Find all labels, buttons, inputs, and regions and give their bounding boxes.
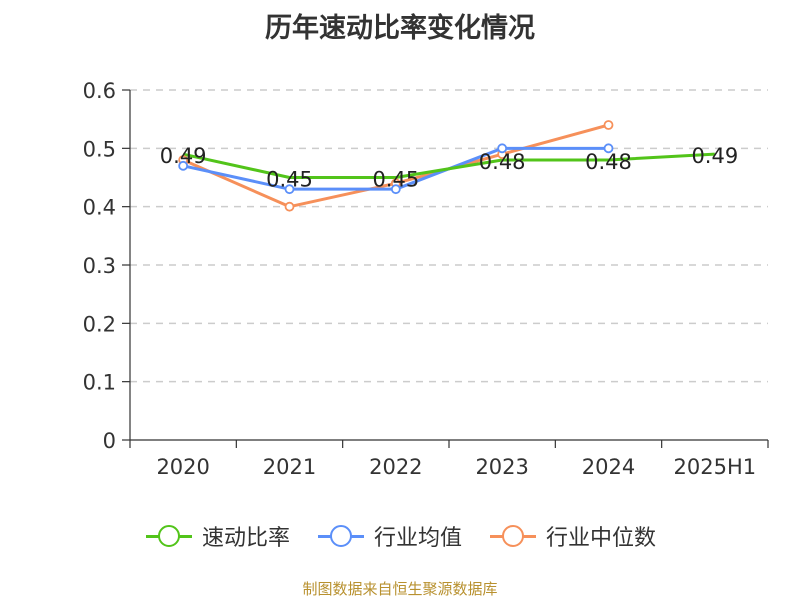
legend-label: 行业均值 [373,526,462,551]
data-point [497,143,508,154]
x-tick-label: 2025H1 [674,455,757,479]
series-line-1 [182,152,715,179]
series-line-3 [182,123,609,209]
legend: 速动比率 行业均值 行业中位数 [0,520,800,552]
data-label: 0.45 [372,168,419,192]
x-tick-label: 2023 [475,455,528,479]
legend-item[interactable]: 速动比率 [144,520,290,552]
legend-marker-icon [144,523,194,549]
x-tick-label: 2022 [369,455,422,479]
data-point [390,184,401,195]
data-point [284,201,295,212]
x-tick-label: 2020 [156,455,209,479]
legend-item[interactable]: 行业均值 [316,520,462,552]
x-tick-label: 2021 [263,455,316,479]
axes: 0 0.1 0.2 0.3 0.4 0.5 0.6 2020 2021 2022 2023 2024 2… [83,79,769,479]
data-label: 0.49 [691,144,738,168]
y-tick-label: 0.1 [83,371,116,395]
data-labels: 0.49 0.45 0.45 0.48 0.48 0.49 [160,144,738,191]
legend-marker-icon [488,523,538,549]
y-tick-label: 0 [103,429,116,453]
y-tick-label: 0.3 [83,254,116,278]
y-tick-label: 0.2 [83,312,116,336]
data-label: 0.49 [160,144,207,168]
grid-lines [130,89,768,383]
data-label: 0.45 [266,168,313,192]
source-note: 制图数据来自恒生聚源数据库 [302,580,498,598]
y-tick-label: 0.5 [83,137,116,161]
data-label: 0.48 [479,150,526,174]
y-tick-label: 0.4 [83,196,116,220]
legend-label: 行业中位数 [546,526,657,551]
y-tick-label: 0.6 [83,79,116,103]
data-point [603,120,614,130]
legend-item[interactable]: 行业中位数 [488,520,656,552]
series [178,120,715,212]
data-point [178,160,189,171]
chart-title: 历年速动比率变化情况 [265,13,535,44]
legend-marker-icon [316,523,366,549]
legend-label: 速动比率 [201,526,290,551]
data-point [603,143,614,154]
data-label: 0.48 [585,150,632,174]
x-tick-label: 2024 [582,455,635,479]
data-point [284,184,295,195]
